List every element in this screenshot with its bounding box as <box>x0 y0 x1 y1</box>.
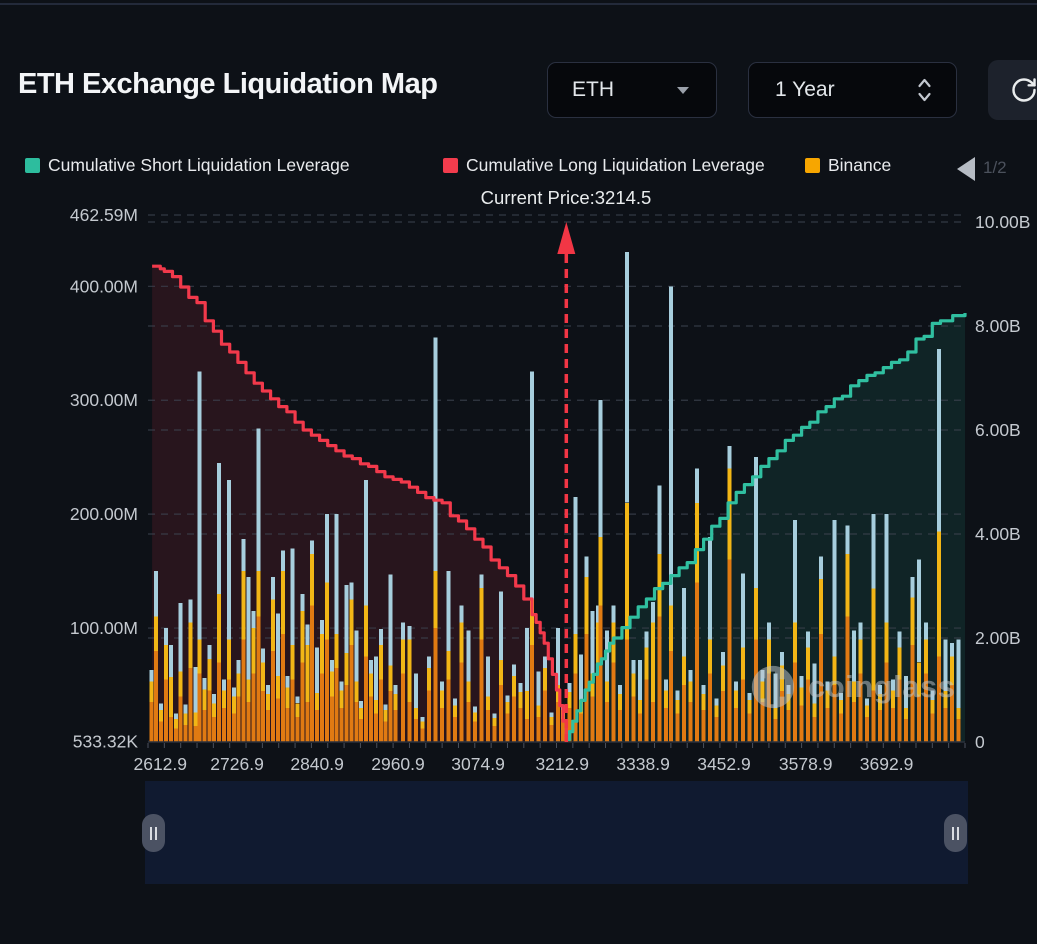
drag-handle-icon <box>155 826 157 840</box>
left-axis-tick-label: 533.32K <box>73 731 139 751</box>
chart-legend: Cumulative Short Liquidation Leverage Cu… <box>0 155 1037 185</box>
legend-page-indicator: 1/2 <box>983 158 1007 177</box>
long-liquidation-line <box>152 264 568 740</box>
drag-handle-icon <box>957 826 959 840</box>
legend-item-long-leverage[interactable]: Cumulative Long Liquidation Leverage <box>443 155 765 176</box>
legend-label-binance: Binance <box>828 155 892 175</box>
drag-handle-icon <box>952 826 954 840</box>
range-select[interactable]: 1 Year <box>748 62 957 118</box>
x-axis-tick-label: 2726.9 <box>210 754 264 774</box>
drag-handle-icon <box>150 826 152 840</box>
symbol-select[interactable]: ETH <box>547 62 717 118</box>
legend-label-short: Cumulative Short Liquidation Leverage <box>48 155 350 175</box>
right-axis-tick-label: 0 <box>975 732 985 752</box>
right-axis-tick-label: 6.00B <box>975 420 1021 440</box>
x-axis-ticks <box>147 743 966 748</box>
refresh-icon <box>1012 78 1036 102</box>
page-title: ETH Exchange Liquidation Map <box>18 68 438 100</box>
legend-prev-arrow-icon[interactable] <box>957 157 975 181</box>
long-area-fill <box>152 266 567 742</box>
left-axis-tick-label: 300.00M <box>70 390 138 410</box>
current-price-arrow-icon <box>557 222 576 254</box>
refresh-button[interactable] <box>988 60 1037 120</box>
range-slider-left-handle[interactable] <box>142 814 165 852</box>
legend-label-long: Cumulative Long Liquidation Leverage <box>466 155 765 175</box>
short-area-fill <box>566 313 965 742</box>
right-axis-tick-label: 4.00B <box>975 524 1021 544</box>
right-axis-tick-label: 2.00B <box>975 628 1021 648</box>
range-slider-track[interactable] <box>145 781 968 884</box>
liquidation-bars <box>149 252 961 742</box>
legend-item-binance[interactable]: Binance <box>805 155 953 176</box>
range-select-value: 1 Year <box>775 78 835 101</box>
left-axis-tick-label: 400.00M <box>70 276 138 296</box>
chevron-down-icon <box>677 86 689 94</box>
x-axis-tick-label: 3212.9 <box>535 754 589 774</box>
x-axis-tick-label: 3452.9 <box>697 754 751 774</box>
x-axis-tick-label: 3074.9 <box>451 754 505 774</box>
up-down-spinner-icon <box>918 78 931 102</box>
symbol-select-value: ETH <box>572 78 614 101</box>
left-axis-tick-label: 100.00M <box>70 618 138 638</box>
legend-swatch-short <box>25 158 40 173</box>
legend-swatch-binance <box>805 158 820 173</box>
x-axis-tick-label: 3692.9 <box>860 754 914 774</box>
right-axis-tick-label: 10.00B <box>975 212 1030 232</box>
x-axis-tick-label: 3578.9 <box>779 754 833 774</box>
left-axis-tick-label: 462.59M <box>70 205 138 225</box>
right-axis-tick-label: 8.00B <box>975 316 1021 336</box>
range-slider-right-handle[interactable] <box>944 814 967 852</box>
x-axis-tick-label: 2612.9 <box>133 754 187 774</box>
top-divider <box>0 3 1037 5</box>
x-axis-tick-label: 3338.9 <box>616 754 670 774</box>
x-axis-tick-label: 2840.9 <box>290 754 344 774</box>
legend-item-short-leverage[interactable]: Cumulative Short Liquidation Leverage <box>25 155 350 176</box>
left-axis-tick-label: 200.00M <box>70 504 138 524</box>
liquidation-chart[interactable]: 462.59M 400.00M 300.00M 200.00M 100.00M 533.3… <box>0 0 1037 780</box>
legend-swatch-long <box>443 158 458 173</box>
short-liquidation-line <box>566 313 967 741</box>
current-price-label: Current Price:3214.5 <box>480 187 652 208</box>
x-axis-tick-label: 2960.9 <box>371 754 425 774</box>
